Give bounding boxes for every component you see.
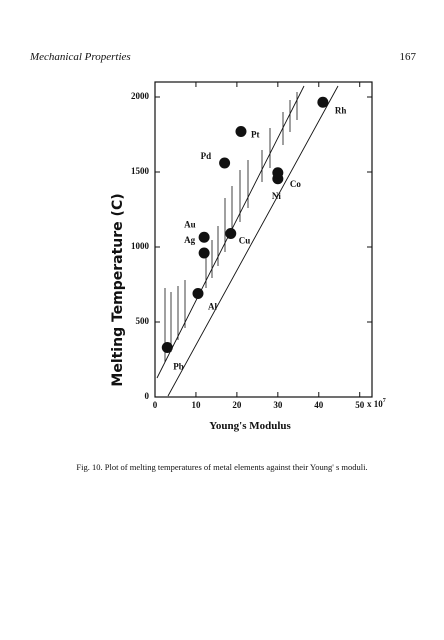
- y-tick-label: 0: [145, 391, 150, 401]
- x-tick-label: 30: [273, 400, 283, 410]
- figure-caption: Fig. 10. Plot of melting temperatures of…: [76, 462, 367, 472]
- y-axis-label: Melting Temperature (C): [110, 193, 126, 386]
- point-label: Ag: [184, 235, 195, 245]
- running-header: Mechanical Properties: [29, 51, 131, 63]
- y-tick-label: 2000: [131, 91, 150, 101]
- y-tick-label: 500: [136, 316, 150, 326]
- page-number: 167: [400, 51, 417, 63]
- data-point: [192, 288, 204, 299]
- data-point: [272, 167, 284, 179]
- x-tick-label: 50: [355, 400, 365, 410]
- data-point: [317, 96, 329, 108]
- x-tick-label: 0: [153, 400, 158, 410]
- data-point: [225, 228, 237, 239]
- band-lower-edge: [167, 85, 339, 397]
- point-label: Pt: [251, 130, 260, 140]
- point-label: Pd: [201, 151, 212, 161]
- x-multiplier-exponent: 7: [383, 398, 386, 404]
- data-point: [161, 342, 173, 353]
- x-tick-label: 20: [232, 400, 242, 410]
- x-tick-label: 40: [314, 400, 324, 410]
- point-label: Al: [208, 302, 217, 312]
- x-tick-label: 10: [191, 400, 201, 410]
- point-label: Ni: [272, 191, 281, 201]
- point-label: Au: [184, 219, 196, 229]
- point-label: Rh: [335, 105, 347, 115]
- x-multiplier-base: x 10: [367, 399, 383, 409]
- x-axis-label: Young's Modulus: [209, 420, 291, 432]
- point-label: Cu: [239, 236, 251, 246]
- data-point: [235, 126, 247, 137]
- y-tick-label: 1000: [131, 241, 150, 251]
- data-point: [198, 231, 210, 243]
- point-label: Co: [290, 179, 301, 189]
- x-multiplier: x 107: [367, 398, 386, 409]
- point-label: Pb: [173, 362, 184, 372]
- data-point: [198, 247, 210, 259]
- y-tick-label: 1500: [131, 166, 150, 176]
- plot-frame: [154, 81, 373, 398]
- data-point: [219, 157, 231, 169]
